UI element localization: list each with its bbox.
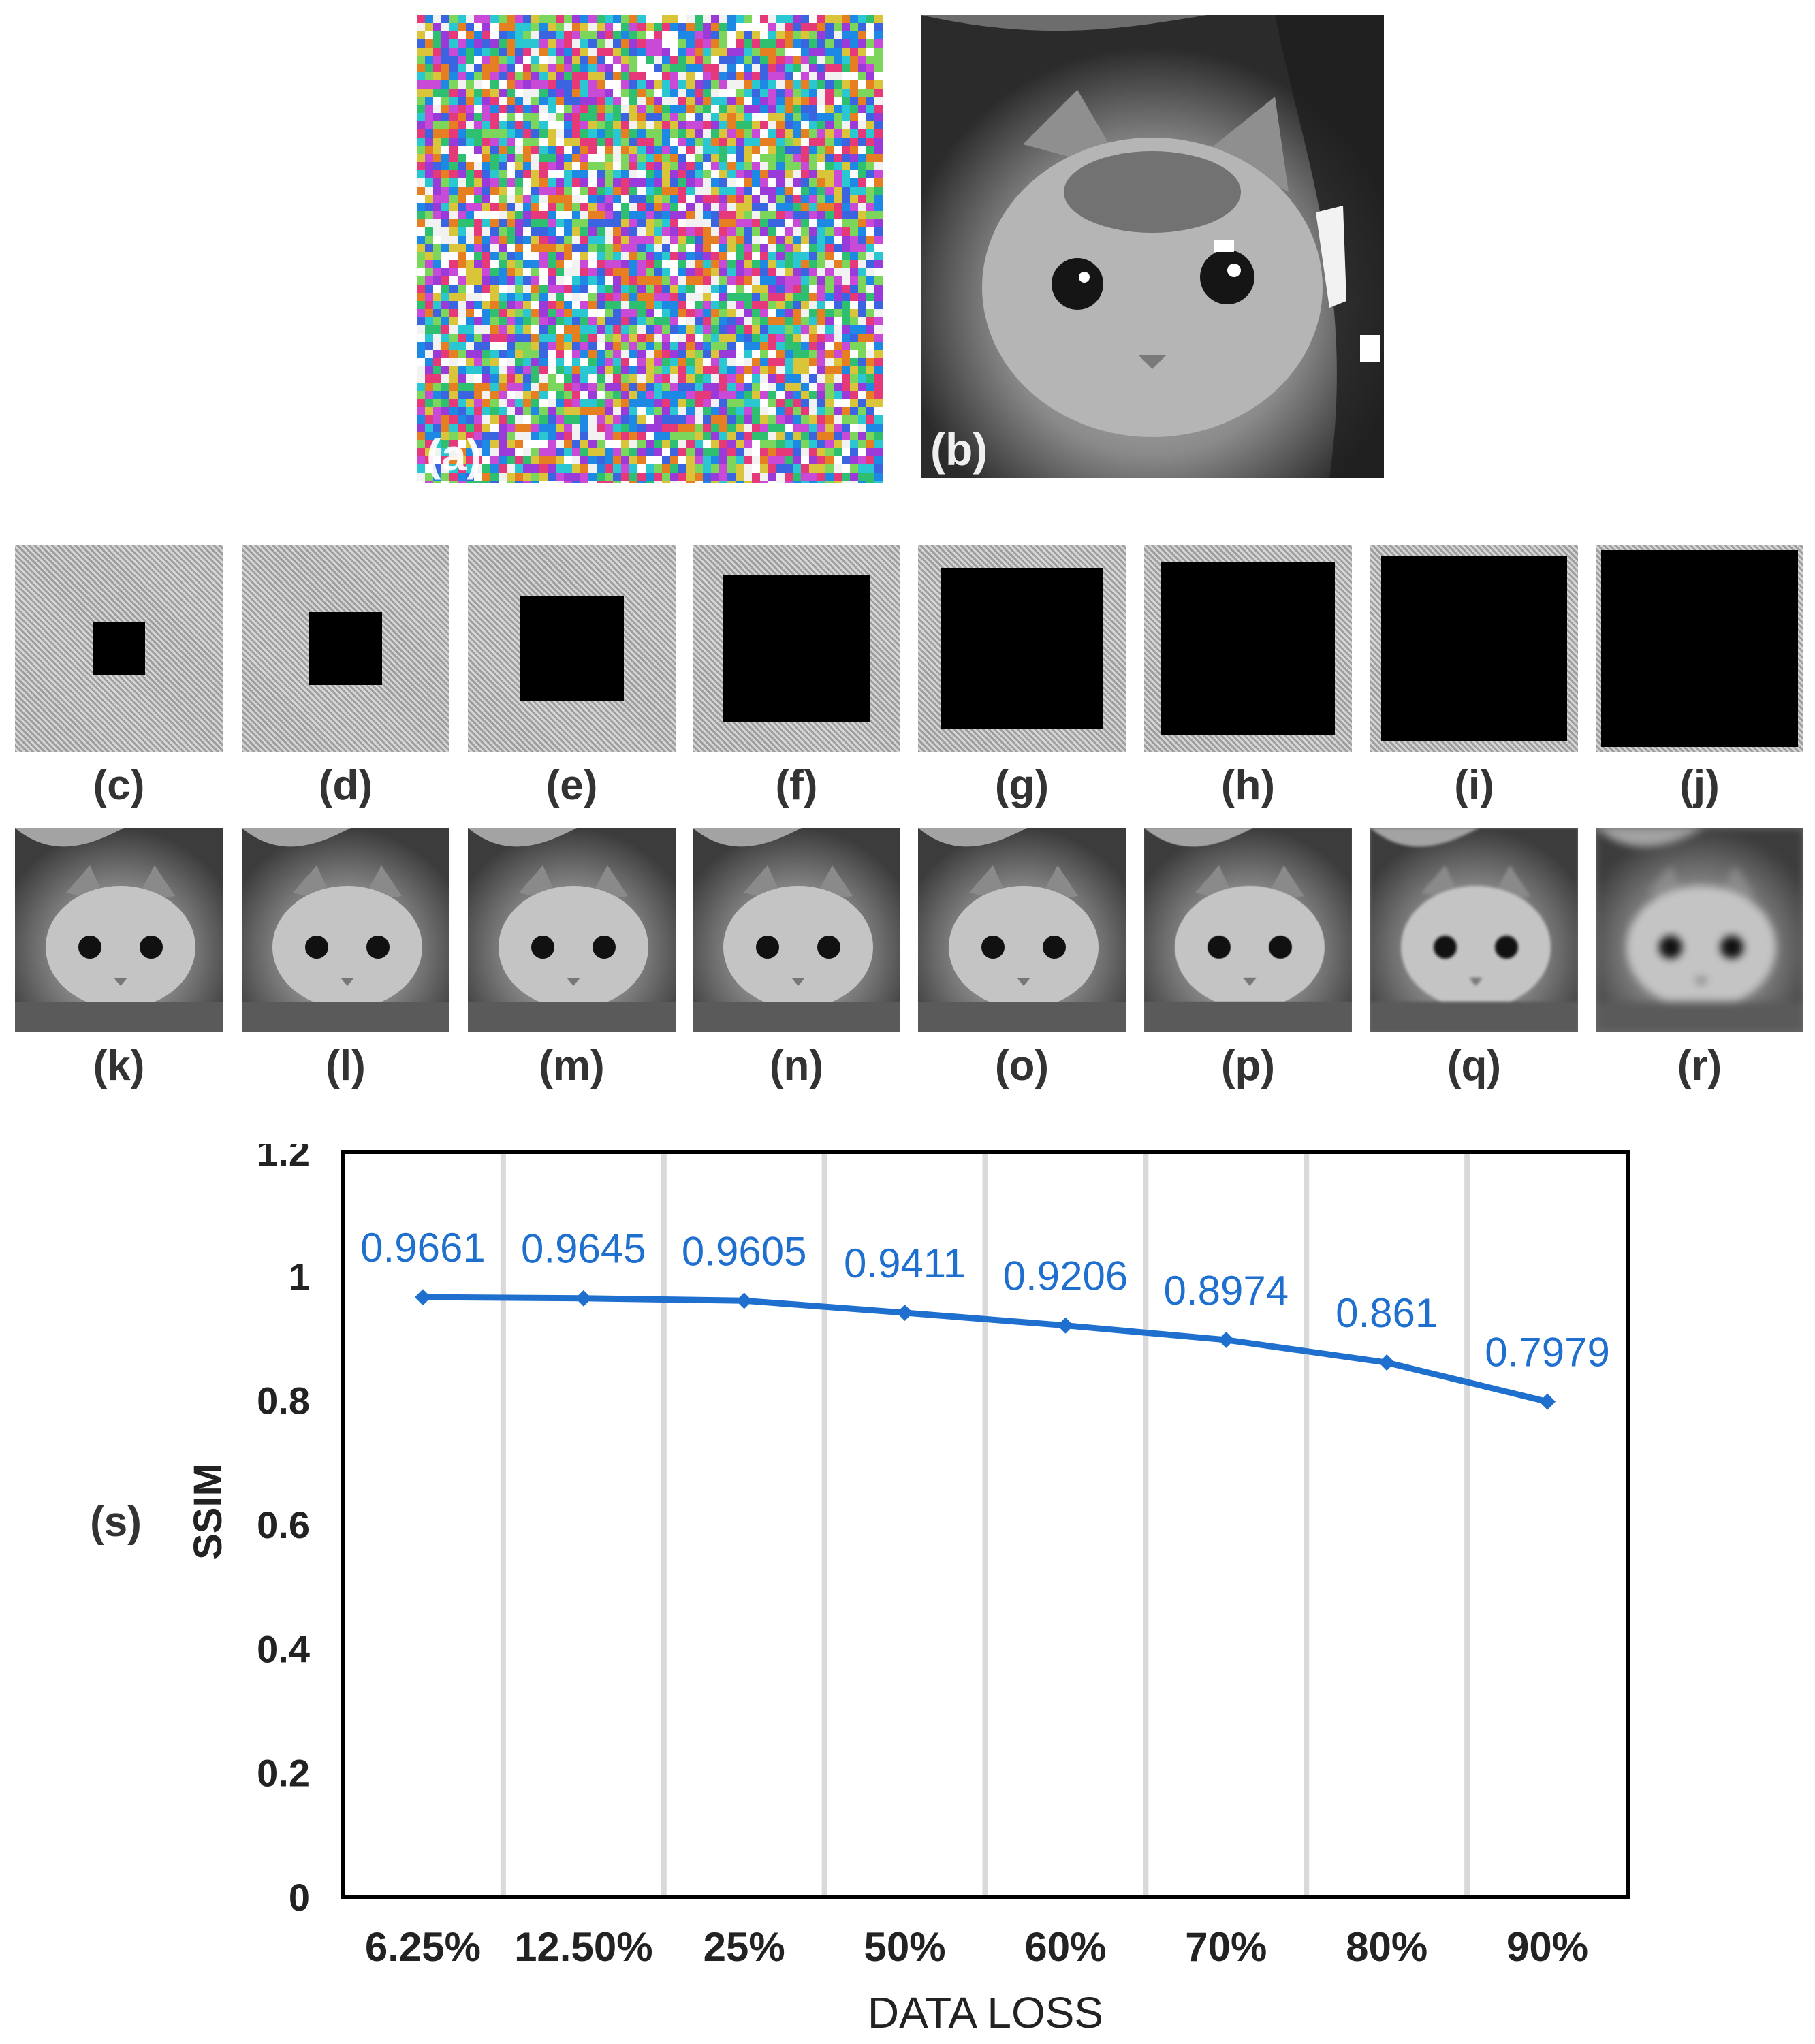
recon-panel: [1370, 828, 1578, 1032]
x-tick-label: 50%: [864, 1924, 946, 1970]
loss-panel: [1370, 545, 1578, 752]
x-axis-title: DATA LOSS: [868, 1988, 1103, 2036]
data-label: 0.8974: [1164, 1268, 1289, 1313]
data-label: 0.9661: [360, 1225, 486, 1271]
x-tick-label: 6.25%: [365, 1924, 481, 1970]
data-point-marker: [1539, 1393, 1556, 1410]
recon-panel: [693, 828, 900, 1032]
recon-panel: [15, 828, 223, 1032]
data-point-marker: [1218, 1331, 1235, 1348]
recon-panel: [1596, 828, 1803, 1032]
recon-panel-label: (p): [1220, 1042, 1276, 1089]
cat-image-icon: [468, 828, 676, 1032]
loss-panel: [242, 545, 449, 752]
recon-panel-label: (l): [326, 1042, 366, 1089]
data-point-marker: [414, 1289, 431, 1306]
noise-image-icon: [417, 15, 883, 483]
x-tick-label: 60%: [1024, 1924, 1106, 1970]
y-tick-label: 1.2: [257, 1144, 310, 1174]
loss-panel: [918, 545, 1126, 752]
cat-image-icon: [242, 828, 449, 1032]
y-axis-ticks: 0 0.2 0.4 0.6 0.8 1 1.2: [257, 1144, 310, 1919]
loss-panel-label: (c): [93, 762, 145, 809]
data-label: 0.9605: [682, 1228, 807, 1274]
panel-a-noise-image: (a): [417, 15, 883, 483]
data-point-marker: [1378, 1354, 1395, 1371]
recon-panel-label: (r): [1677, 1042, 1722, 1089]
recon-panel-label: (k): [93, 1042, 145, 1089]
ssim-line-chart: 0 0.2 0.4 0.6 0.8 1 1.2 6.25% 12.50% 25% 50% 60% 70…: [186, 1144, 1630, 2036]
masked-region: [941, 568, 1103, 729]
loss-panel-label: (e): [546, 762, 598, 809]
x-tick-label: 12.50%: [514, 1924, 653, 1970]
loss-panel: [693, 545, 900, 752]
y-tick-label: 0.4: [257, 1627, 310, 1670]
data-label: 0.9645: [521, 1226, 646, 1272]
cat-image-icon: [921, 15, 1384, 478]
ssim-series-line: [422, 1294, 1549, 1405]
recon-panel: [1144, 828, 1352, 1032]
masked-region: [520, 596, 624, 701]
cat-image-icon: [1370, 828, 1578, 1032]
data-point-marker: [575, 1290, 592, 1307]
loss-panel: [1596, 545, 1803, 752]
x-axis-ticks: 6.25% 12.50% 25% 50% 60% 70% 80% 90%: [365, 1924, 1588, 1970]
loss-panel-label: (h): [1220, 762, 1276, 809]
recon-panel-label: (m): [539, 1042, 605, 1089]
recon-panel: [242, 828, 449, 1032]
loss-panel-label: (i): [1454, 762, 1494, 809]
plot-area-frame: [341, 1150, 1630, 1899]
loss-panel-label: (j): [1679, 762, 1720, 809]
panel-label-a: (a): [426, 430, 482, 480]
y-tick-label: 0.2: [257, 1752, 310, 1795]
panel-b-cat-image: (b): [921, 15, 1384, 478]
data-label: 0.9411: [844, 1241, 966, 1286]
y-tick-label: 0: [289, 1876, 310, 1919]
data-point-marker: [896, 1305, 913, 1322]
masked-region: [93, 622, 145, 675]
chart-grid: [500, 1152, 1470, 1897]
recon-panel-label: (o): [994, 1042, 1049, 1089]
ssim-data-labels: 0.9661 0.9645 0.9605 0.9411 0.9206 0.8974 0.86…: [360, 1225, 1610, 1375]
loss-panel-label: (g): [994, 762, 1049, 809]
cat-image-icon: [1596, 828, 1803, 1032]
cat-image-icon: [1144, 828, 1352, 1032]
recon-panel-label: (n): [769, 1042, 824, 1089]
cat-image-icon: [15, 828, 223, 1032]
recon-panel: [468, 828, 676, 1032]
y-tick-label: 1: [289, 1255, 310, 1298]
cat-image-icon: [693, 828, 900, 1032]
cat-image-icon: [918, 828, 1126, 1032]
masked-region: [1161, 561, 1336, 736]
data-point-marker: [1057, 1317, 1074, 1334]
y-tick-label: 0.8: [257, 1379, 310, 1422]
x-tick-label: 90%: [1506, 1924, 1588, 1970]
x-tick-label: 70%: [1185, 1924, 1267, 1970]
y-axis-title: SSIM: [186, 1463, 230, 1560]
data-point-marker: [736, 1292, 753, 1309]
panel-label-s: (s): [90, 1499, 142, 1546]
recon-panel: [918, 828, 1126, 1032]
loss-panel: [1144, 545, 1352, 752]
y-tick-label: 0.6: [257, 1503, 310, 1546]
ssim-markers: [414, 1289, 1556, 1410]
loss-panel-label: (f): [775, 762, 818, 809]
loss-panel: [15, 545, 223, 752]
data-label: 0.7979: [1485, 1330, 1610, 1375]
panel-label-b: (b): [930, 424, 988, 475]
loss-panel: [468, 545, 676, 752]
loss-panel-label: (d): [318, 762, 373, 809]
masked-region: [309, 611, 383, 686]
data-label: 0.861: [1336, 1290, 1438, 1336]
masked-region: [1600, 549, 1799, 748]
x-tick-label: 80%: [1346, 1924, 1427, 1970]
x-tick-label: 25%: [704, 1924, 785, 1970]
masked-region: [1381, 556, 1567, 741]
masked-region: [723, 575, 870, 722]
data-label: 0.9206: [1003, 1253, 1129, 1299]
recon-panel-label: (q): [1447, 1042, 1502, 1089]
